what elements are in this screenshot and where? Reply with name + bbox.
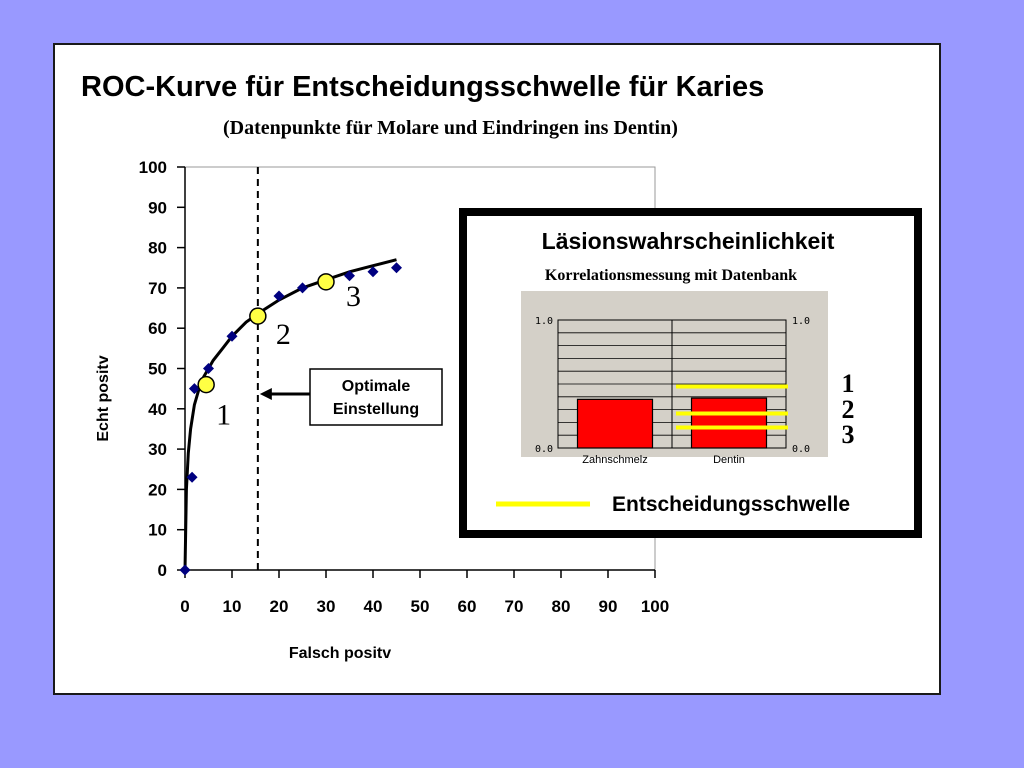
x-tick-label: 50 bbox=[411, 597, 430, 616]
callout-arrowhead bbox=[259, 388, 272, 400]
roc-data-point bbox=[367, 266, 379, 278]
inset-bar-zahnschmelz bbox=[576, 398, 654, 449]
inset-scale-left-top: 1.0 bbox=[535, 316, 553, 327]
roc-data-point bbox=[188, 383, 200, 395]
slide-frame: ROC-Kurve für Entscheidungsschwelle für … bbox=[53, 43, 941, 695]
inset-title: Läsionswahrscheinlichkeit bbox=[542, 228, 835, 254]
operating-point-2 bbox=[249, 307, 267, 325]
x-tick-label: 100 bbox=[641, 597, 669, 616]
roc-data-point bbox=[203, 363, 214, 374]
roc-data-point bbox=[297, 282, 308, 294]
y-tick-label: 40 bbox=[148, 400, 167, 419]
operating-point-label: 2 bbox=[276, 318, 291, 351]
y-tick-label: 20 bbox=[148, 480, 167, 499]
slide-title: ROC-Kurve für Entscheidungsschwelle für … bbox=[81, 71, 764, 103]
x-tick-label: 10 bbox=[223, 597, 242, 616]
inset-panel: Läsionswahrscheinlichkeit Korrelationsmes… bbox=[459, 208, 922, 538]
inset-scale-left-bottom: 0.0 bbox=[535, 444, 553, 455]
y-tick-label: 50 bbox=[148, 360, 167, 379]
roc-data-point bbox=[179, 564, 191, 576]
y-axis-label: Echt positv bbox=[95, 355, 112, 441]
roc-data-point bbox=[226, 330, 238, 342]
slide-canvas: ROC-Kurve für Entscheidungsschwelle für … bbox=[81, 71, 922, 662]
legend-label: Entscheidungsschwelle bbox=[612, 493, 850, 516]
roc-data-point bbox=[391, 262, 402, 274]
y-tick-label: 90 bbox=[148, 198, 167, 217]
y-tick-label: 0 bbox=[158, 561, 167, 580]
callout-text-line1: Optimale bbox=[342, 378, 411, 395]
x-axis-label: Falsch positv bbox=[289, 645, 391, 662]
x-tick-label: 0 bbox=[180, 597, 189, 616]
inset-bar-dentin bbox=[690, 397, 768, 449]
y-tick-label: 80 bbox=[148, 239, 167, 258]
operating-point-1 bbox=[197, 375, 215, 394]
operating-point-3 bbox=[317, 273, 335, 291]
inset-scale-right-top: 1.0 bbox=[792, 316, 810, 327]
threshold-number-1: 1 bbox=[842, 369, 855, 398]
x-tick-label: 80 bbox=[552, 597, 571, 616]
operating-point-label: 3 bbox=[346, 280, 361, 313]
x-tick-label: 70 bbox=[505, 597, 524, 616]
x-tick-label: 40 bbox=[364, 597, 383, 616]
roc-data-point bbox=[344, 270, 355, 282]
slide-subtitle: (Datenpunkte für Molare und Eindringen i… bbox=[223, 117, 678, 139]
y-tick-label: 30 bbox=[148, 440, 167, 459]
y-tick-label: 10 bbox=[148, 521, 167, 540]
callout-box bbox=[309, 368, 443, 426]
x-tick-label: 30 bbox=[317, 597, 336, 616]
inset-scale-right-bottom: 0.0 bbox=[792, 444, 810, 455]
x-tick-label: 20 bbox=[270, 597, 289, 616]
inset-bar-label: Zahnschmelz bbox=[582, 454, 647, 466]
operating-point-label: 1 bbox=[216, 399, 231, 432]
threshold-number-2: 2 bbox=[842, 395, 855, 424]
inset-bar-label: Dentin bbox=[713, 454, 745, 466]
roc-chart: 0 10 20 30 40 50 60 70 80 90 100 0 10 20 30 40 50 60 70 80 9… bbox=[95, 158, 669, 662]
callout-text-line2: Einstellung bbox=[333, 401, 419, 418]
x-tick-label: 60 bbox=[458, 597, 477, 616]
y-tick-label: 100 bbox=[139, 158, 167, 177]
threshold-number-3: 3 bbox=[842, 420, 855, 449]
inset-subtitle: Korrelationsmessung mit Datenbank bbox=[545, 267, 797, 284]
y-tick-label: 60 bbox=[148, 319, 167, 338]
roc-data-point bbox=[186, 471, 198, 483]
y-tick-label: 70 bbox=[148, 279, 167, 298]
roc-data-point bbox=[273, 290, 285, 302]
x-tick-label: 90 bbox=[599, 597, 618, 616]
